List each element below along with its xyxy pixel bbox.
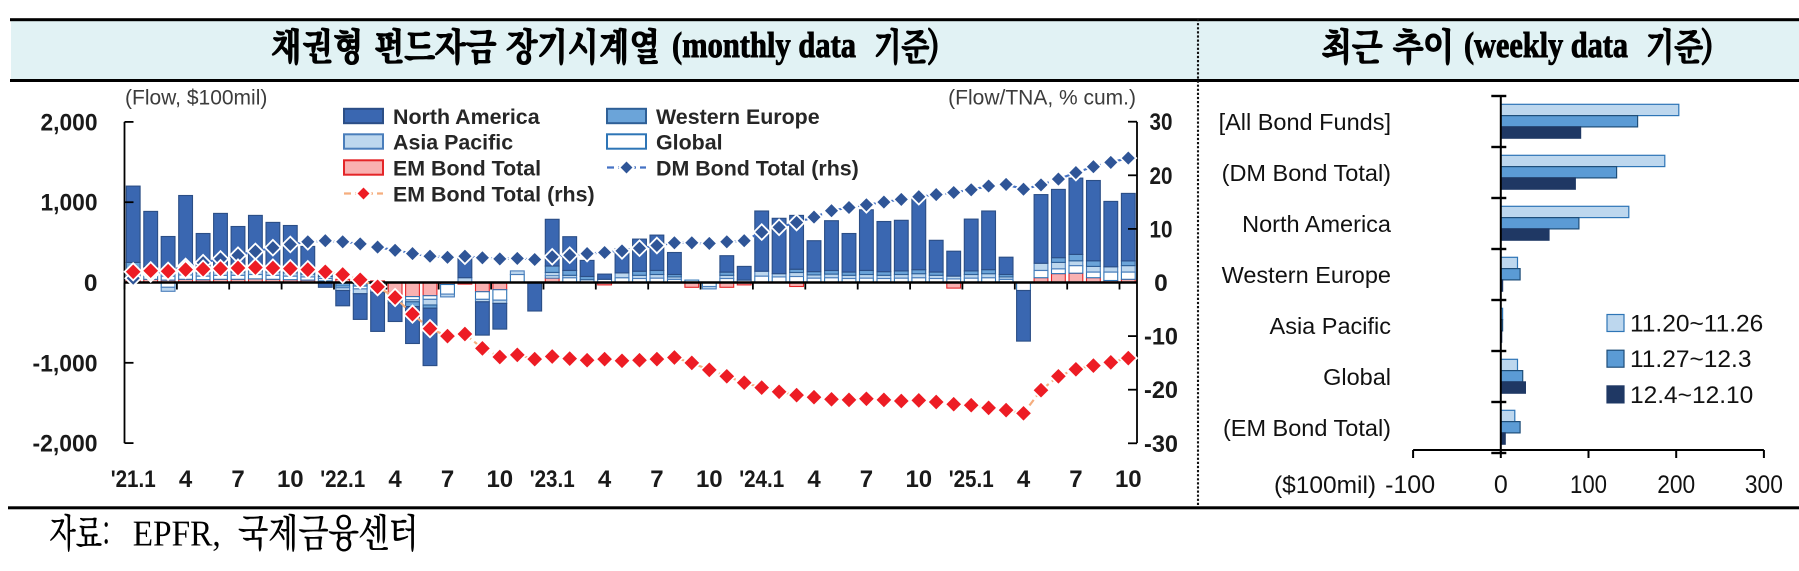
svg-text:Western Europe: Western Europe (1222, 262, 1391, 288)
svg-text:200: 200 (1657, 471, 1695, 499)
svg-text:1,000: 1,000 (41, 190, 98, 217)
svg-text:100: 100 (1570, 471, 1607, 499)
svg-text:(DM Bond Total): (DM Bond Total) (1222, 160, 1391, 186)
svg-text:'23.1: '23.1 (530, 466, 575, 493)
svg-text:0: 0 (1494, 471, 1508, 499)
svg-text:0: 0 (84, 270, 98, 297)
svg-text:11.20~11.26: 11.20~11.26 (1630, 311, 1763, 338)
svg-text:DM Bond Total (rhs): DM Bond Total (rhs) (656, 157, 859, 181)
svg-text:30: 30 (1150, 109, 1173, 136)
svg-text:-1,000: -1,000 (33, 350, 98, 377)
svg-text:10: 10 (696, 466, 723, 493)
svg-text:-30: -30 (1144, 431, 1178, 458)
svg-text:10: 10 (1115, 466, 1142, 493)
svg-text:7: 7 (441, 466, 454, 493)
svg-text:-20: -20 (1144, 377, 1178, 404)
svg-text:300: 300 (1745, 471, 1783, 499)
svg-text:7: 7 (231, 466, 244, 493)
svg-text:'22.1: '22.1 (320, 466, 365, 493)
svg-text:Asia Pacific: Asia Pacific (1270, 313, 1392, 339)
svg-text:7: 7 (650, 466, 663, 493)
svg-text:4: 4 (1017, 466, 1031, 493)
svg-text:-2,000: -2,000 (33, 431, 98, 458)
svg-text:(EM Bond Total): (EM Bond Total) (1223, 415, 1391, 441)
svg-text:2,000: 2,000 (41, 109, 98, 136)
svg-text:20: 20 (1150, 163, 1173, 190)
svg-text:(Flow, $100mil): (Flow, $100mil) (125, 87, 267, 110)
svg-text:Global: Global (656, 131, 723, 155)
svg-text:North America: North America (1242, 211, 1392, 237)
svg-text:10: 10 (277, 466, 304, 493)
svg-text:7: 7 (1069, 466, 1082, 493)
svg-text:EM Bond Total (rhs): EM Bond Total (rhs) (393, 183, 595, 207)
svg-text:10: 10 (905, 466, 932, 493)
svg-text:North America: North America (393, 105, 541, 129)
svg-text:'21.1: '21.1 (111, 466, 156, 493)
svg-text:EM Bond Total: EM Bond Total (393, 157, 541, 181)
svg-text:11.27~12.3: 11.27~12.3 (1630, 346, 1751, 373)
svg-text:4: 4 (179, 466, 193, 493)
svg-text:0: 0 (1154, 270, 1168, 297)
svg-text:'24.1: '24.1 (739, 466, 784, 493)
svg-text:(Flow/TNA, % cum.): (Flow/TNA, % cum.) (948, 87, 1136, 110)
svg-text:10: 10 (486, 466, 513, 493)
svg-text:'25.1: '25.1 (949, 466, 994, 493)
svg-text:[All Bond Funds]: [All Bond Funds] (1219, 109, 1391, 135)
svg-text:4: 4 (807, 466, 821, 493)
svg-text:4: 4 (388, 466, 402, 493)
svg-text:4: 4 (598, 466, 612, 493)
svg-text:10: 10 (1150, 216, 1173, 243)
svg-text:Asia Pacific: Asia Pacific (393, 131, 513, 155)
svg-text:Western Europe: Western Europe (656, 105, 820, 129)
svg-text:Global: Global (1323, 364, 1391, 390)
svg-text:-10: -10 (1144, 324, 1178, 351)
svg-text:12.4~12.10: 12.4~12.10 (1630, 382, 1753, 409)
svg-text:-100: -100 (1385, 471, 1435, 499)
svg-text:($100mil): ($100mil) (1274, 472, 1376, 499)
svg-text:7: 7 (860, 466, 873, 493)
